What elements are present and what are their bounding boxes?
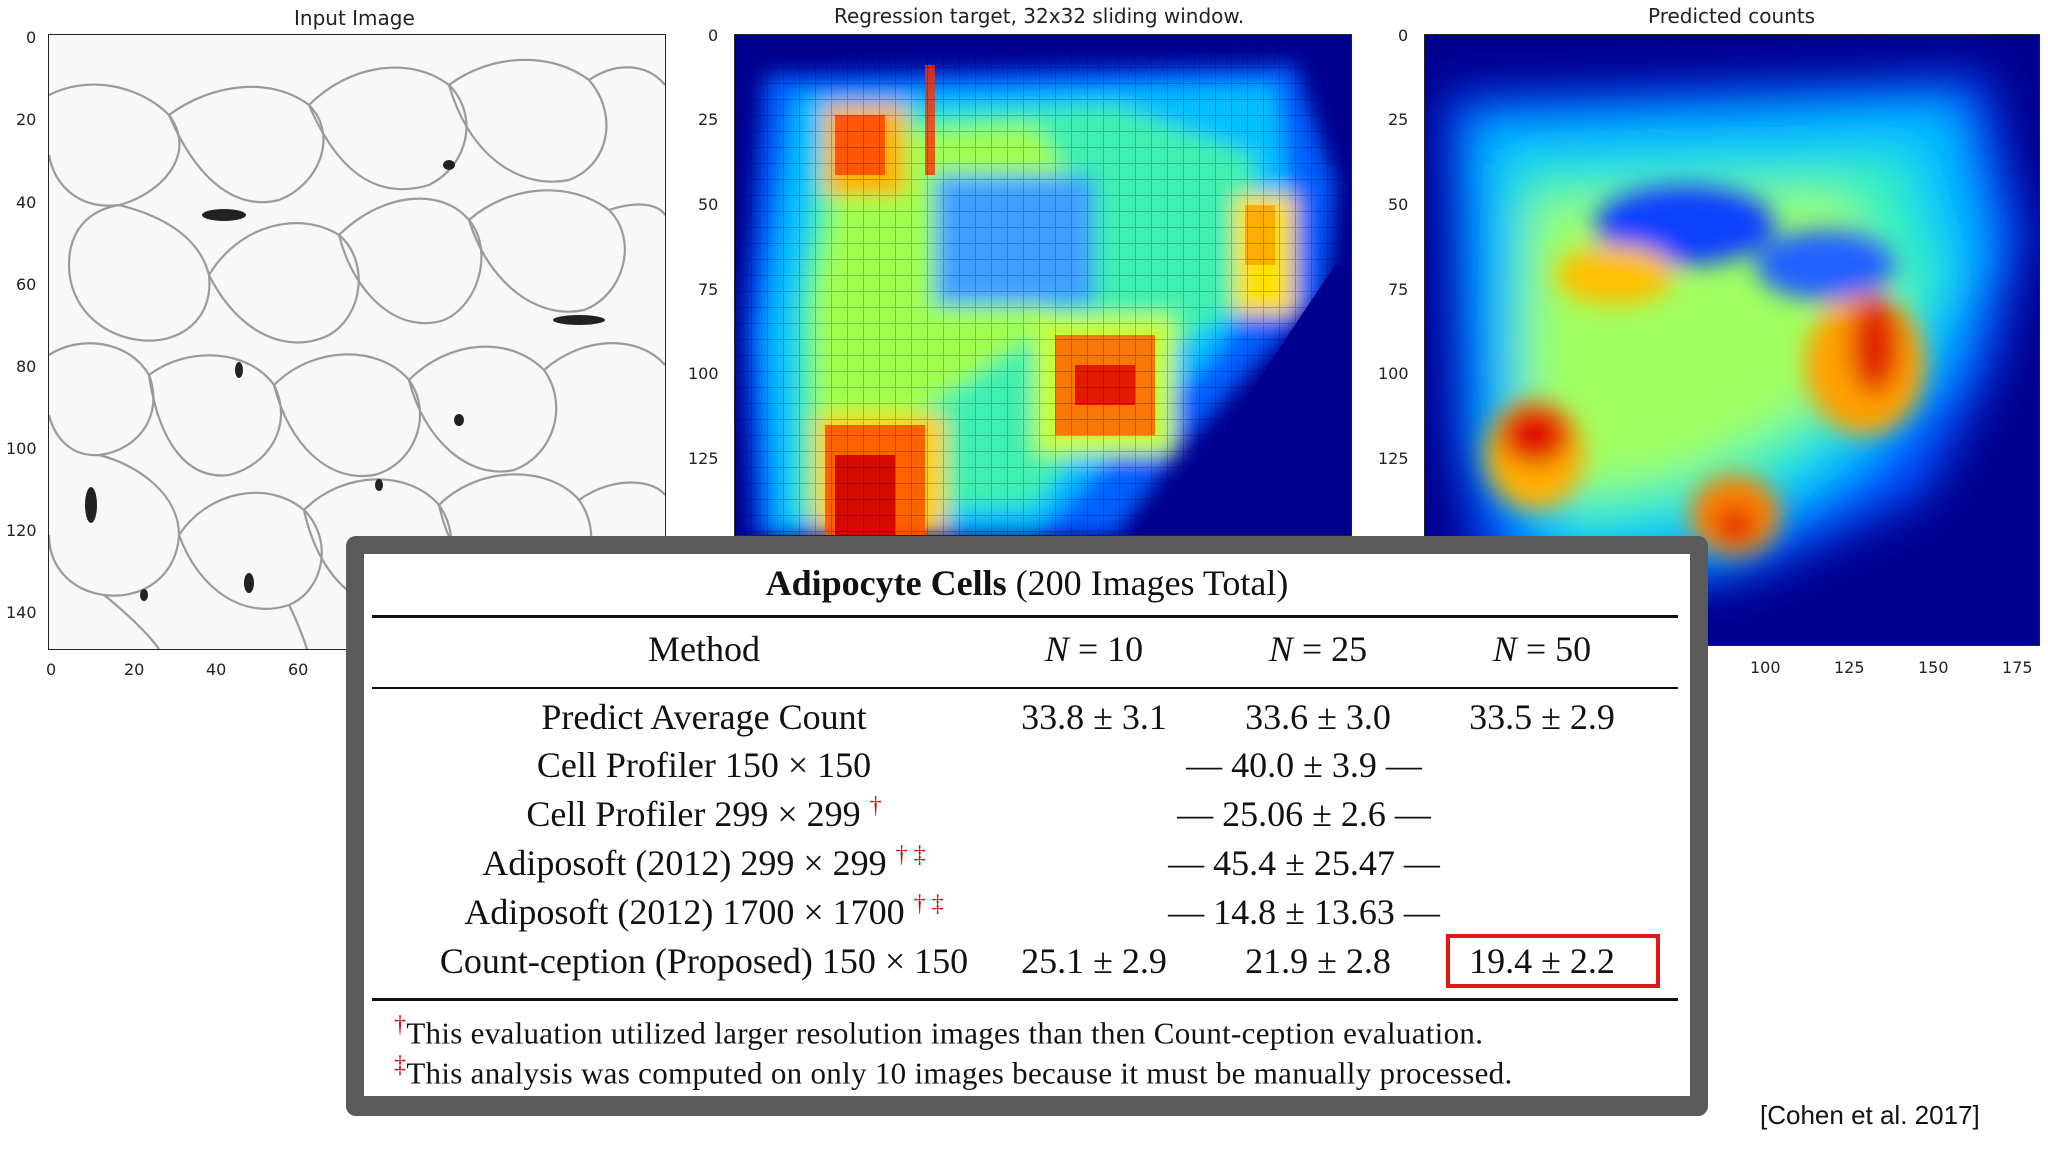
ytick: 100: [688, 364, 719, 383]
xtick: 0: [46, 660, 57, 679]
table-cell-n25: 33.6 ± 3.0: [1245, 697, 1391, 737]
ytick: 50: [698, 195, 719, 214]
results-table: Adipocyte Cells (200 Images Total) Metho…: [364, 554, 1690, 1096]
predicted-heatmap: [1425, 35, 2039, 645]
predicted-counts-title: Predicted counts: [1648, 4, 1816, 28]
table-cell-n50: 33.5 ± 2.9: [1469, 697, 1615, 737]
ytick: 120: [6, 521, 37, 540]
footnote-dagger: †This evaluation utilized larger resolut…: [394, 1012, 1484, 1051]
footnote-double-dagger: ‡This analysis was computed on only 10 i…: [394, 1052, 1513, 1091]
table-row-method: Count-ception (Proposed) 150 × 150: [439, 941, 969, 981]
ytick: 80: [16, 357, 37, 376]
bottom-rule: [372, 998, 1678, 1001]
results-table-card: Adipocyte Cells (200 Images Total) Metho…: [346, 536, 1708, 1116]
top-rule: [372, 615, 1678, 618]
header-rule: [372, 687, 1678, 689]
header-method: Method: [648, 629, 760, 669]
table-cell-n50-best: 19.4 ± 2.2: [1469, 941, 1615, 981]
dagger-mark: † ‡: [913, 891, 944, 917]
table-row-method: Cell Profiler 299 × 299 †: [526, 793, 882, 834]
ytick: 125: [1378, 449, 1409, 468]
ytick: 50: [1388, 195, 1409, 214]
xtick: 150: [1918, 658, 1949, 677]
table-cell-n25: 21.9 ± 2.8: [1245, 941, 1391, 981]
ytick: 40: [16, 193, 37, 212]
ytick: 0: [26, 28, 37, 47]
ytick: 75: [1388, 280, 1409, 299]
regression-target-title: Regression target, 32x32 sliding window.: [834, 4, 1245, 28]
xtick: 125: [1834, 658, 1865, 677]
table-title: Adipocyte Cells (200 Images Total): [765, 563, 1289, 603]
ytick: 25: [698, 110, 719, 129]
table-cell-n10: 25.1 ± 2.9: [1021, 941, 1167, 981]
predicted-counts-plot: [1424, 34, 2040, 646]
xtick: 20: [124, 660, 145, 679]
xtick: 60: [288, 660, 309, 679]
xtick: 40: [206, 660, 227, 679]
regression-target-plot: [734, 34, 1352, 536]
citation: [Cohen et al. 2017]: [1760, 1100, 1980, 1130]
ytick: 60: [16, 275, 37, 294]
ytick: 125: [688, 449, 719, 468]
header-n10: N = 10: [1044, 629, 1144, 669]
table-row-method: Predict Average Count: [541, 697, 867, 737]
dagger-mark: †: [869, 793, 882, 819]
ytick: 100: [6, 439, 37, 458]
ytick: 0: [708, 26, 719, 45]
dagger-mark: † ‡: [895, 842, 926, 868]
header-n50: N = 50: [1492, 629, 1592, 669]
table-cell-n10: 33.8 ± 3.1: [1021, 697, 1167, 737]
header-n25: N = 25: [1268, 629, 1368, 669]
table-row-method: Cell Profiler 150 × 150: [536, 745, 872, 785]
ytick: 20: [16, 110, 37, 129]
table-cell-span: — 14.8 ± 13.63 —: [1168, 892, 1440, 932]
xtick: 175: [2002, 658, 2033, 677]
table-row-method: Adiposoft (2012) 299 × 299 † ‡: [482, 842, 926, 883]
table-cell-span: — 45.4 ± 25.47 —: [1168, 843, 1440, 883]
best-result-highlight: [1446, 934, 1660, 988]
table-cell-span: — 25.06 ± 2.6 —: [1177, 794, 1431, 834]
table-cell-span: — 40.0 ± 3.9 —: [1186, 745, 1422, 785]
xtick: 100: [1750, 658, 1781, 677]
regression-heatmap: [735, 35, 1351, 535]
ytick: 0: [1398, 26, 1409, 45]
ytick: 25: [1388, 110, 1409, 129]
ytick: 100: [1378, 364, 1409, 383]
table-row-method: Adiposoft (2012) 1700 × 1700 † ‡: [464, 891, 944, 932]
ytick: 140: [6, 603, 37, 622]
ytick: 75: [698, 280, 719, 299]
input-image-title: Input Image: [294, 6, 415, 30]
